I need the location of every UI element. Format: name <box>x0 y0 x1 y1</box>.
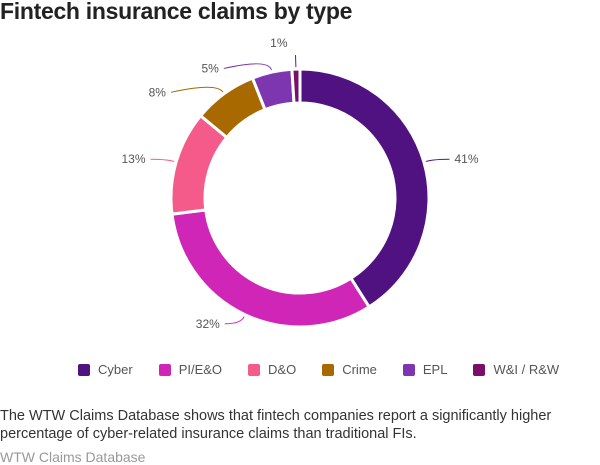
donut-chart: 41% 32% 13% 8% 5% 1% <box>121 36 478 331</box>
data-label: 41% <box>454 152 478 166</box>
legend-swatch <box>473 363 486 376</box>
slice-cyber <box>298 67 431 309</box>
data-label: 32% <box>196 317 220 331</box>
slice-w-i-r-w <box>290 67 302 105</box>
leader-line <box>224 316 245 325</box>
legend: Cyber PI/E&O D&O Crime EPL W&I / R&W <box>78 362 585 377</box>
legend-item: EPL <box>402 362 448 377</box>
leader-line <box>170 86 224 93</box>
data-label: 13% <box>121 152 145 166</box>
leader-line <box>223 63 272 71</box>
data-label: 8% <box>149 85 167 99</box>
legend-item: D&O <box>248 362 296 377</box>
legend-swatch <box>322 363 335 376</box>
slice-pi-e-o <box>170 208 372 329</box>
leader-line <box>150 158 175 162</box>
legend-item: PI/E&O <box>158 362 223 377</box>
data-label: 5% <box>201 61 219 75</box>
legend-label: W&I / R&W <box>493 362 560 377</box>
legend-item: Cyber <box>78 362 133 377</box>
chart-title: Fintech insurance claims by type <box>0 0 353 24</box>
legend-label: PI/E&O <box>178 362 223 377</box>
legend-swatch <box>78 363 90 376</box>
legend-swatch <box>248 363 261 376</box>
leader-line <box>425 158 450 162</box>
legend-swatch <box>158 363 171 376</box>
legend-label: Cyber <box>98 362 133 377</box>
chart-note: The WTW Claims Database shows that finte… <box>0 408 552 442</box>
legend-swatch <box>402 363 415 376</box>
legend-label: D&O <box>268 362 297 377</box>
legend-item: W&I / R&W <box>473 362 559 377</box>
chart-source: WTW Claims Database <box>0 449 146 465</box>
legend-label: EPL <box>422 362 448 377</box>
data-label: 1% <box>270 36 288 50</box>
legend-label: Crime <box>342 362 377 377</box>
legend-item: Crime <box>322 362 377 377</box>
